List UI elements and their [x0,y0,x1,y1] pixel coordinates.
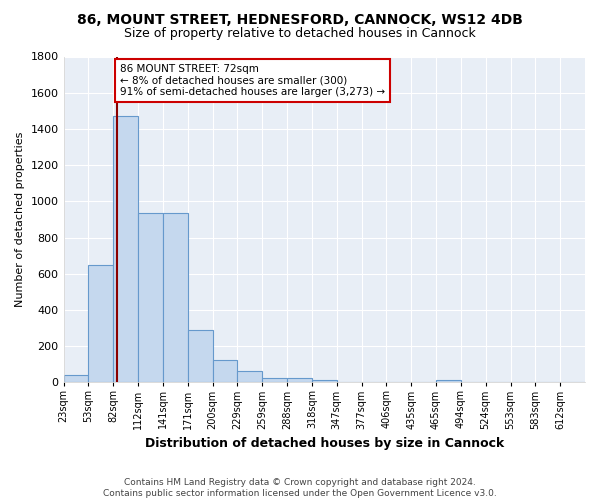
Bar [188,330,212,382]
Text: 86 MOUNT STREET: 72sqm
← 8% of detached houses are smaller (300)
91% of semi-det: 86 MOUNT STREET: 72sqm ← 8% of detached … [120,64,385,97]
Bar [88,264,113,382]
Text: Size of property relative to detached houses in Cannock: Size of property relative to detached ho… [124,28,476,40]
Bar [113,116,138,382]
Bar [262,378,287,382]
Bar [138,213,163,382]
Bar [436,380,461,382]
Text: 86, MOUNT STREET, HEDNESFORD, CANNOCK, WS12 4DB: 86, MOUNT STREET, HEDNESFORD, CANNOCK, W… [77,12,523,26]
Y-axis label: Number of detached properties: Number of detached properties [15,132,25,307]
Bar [212,360,238,382]
Text: Contains HM Land Registry data © Crown copyright and database right 2024.
Contai: Contains HM Land Registry data © Crown c… [103,478,497,498]
Bar [163,213,188,382]
Bar [64,376,88,382]
Bar [287,378,312,382]
X-axis label: Distribution of detached houses by size in Cannock: Distribution of detached houses by size … [145,437,504,450]
Bar [312,380,337,382]
Bar [238,371,262,382]
